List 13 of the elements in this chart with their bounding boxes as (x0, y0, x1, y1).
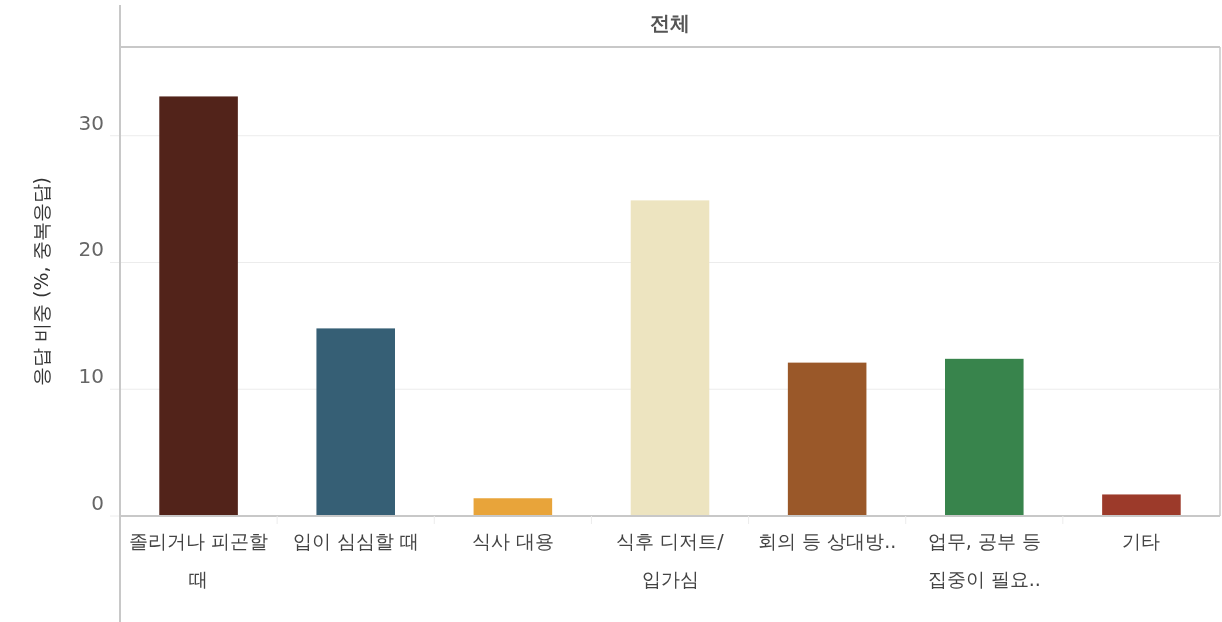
x-tick-label: 식후 디저트/ 입가심 (616, 530, 725, 590)
y-tick-label: 20 (78, 237, 104, 262)
y-axis-title: 응답 비중 (%, 중복응답) (30, 176, 52, 387)
x-tick-label: 졸리거나 피곤할 때 (129, 530, 269, 590)
chart-title: 전체 (650, 11, 690, 35)
x-tick-label: 업무, 공부 등 집중이 필요.. (927, 530, 1041, 590)
x-tick-label: 기타 (1122, 530, 1161, 552)
y-tick-label: 30 (78, 110, 104, 135)
y-tick-label: 0 (91, 491, 104, 515)
y-tick-label: 10 (78, 364, 104, 389)
x-tick-label: 회의 등 상대방.. (758, 530, 897, 552)
x-tick-label: 식사 대용 (471, 530, 554, 552)
x-tick-label: 입이 심심할 때 (292, 530, 419, 552)
